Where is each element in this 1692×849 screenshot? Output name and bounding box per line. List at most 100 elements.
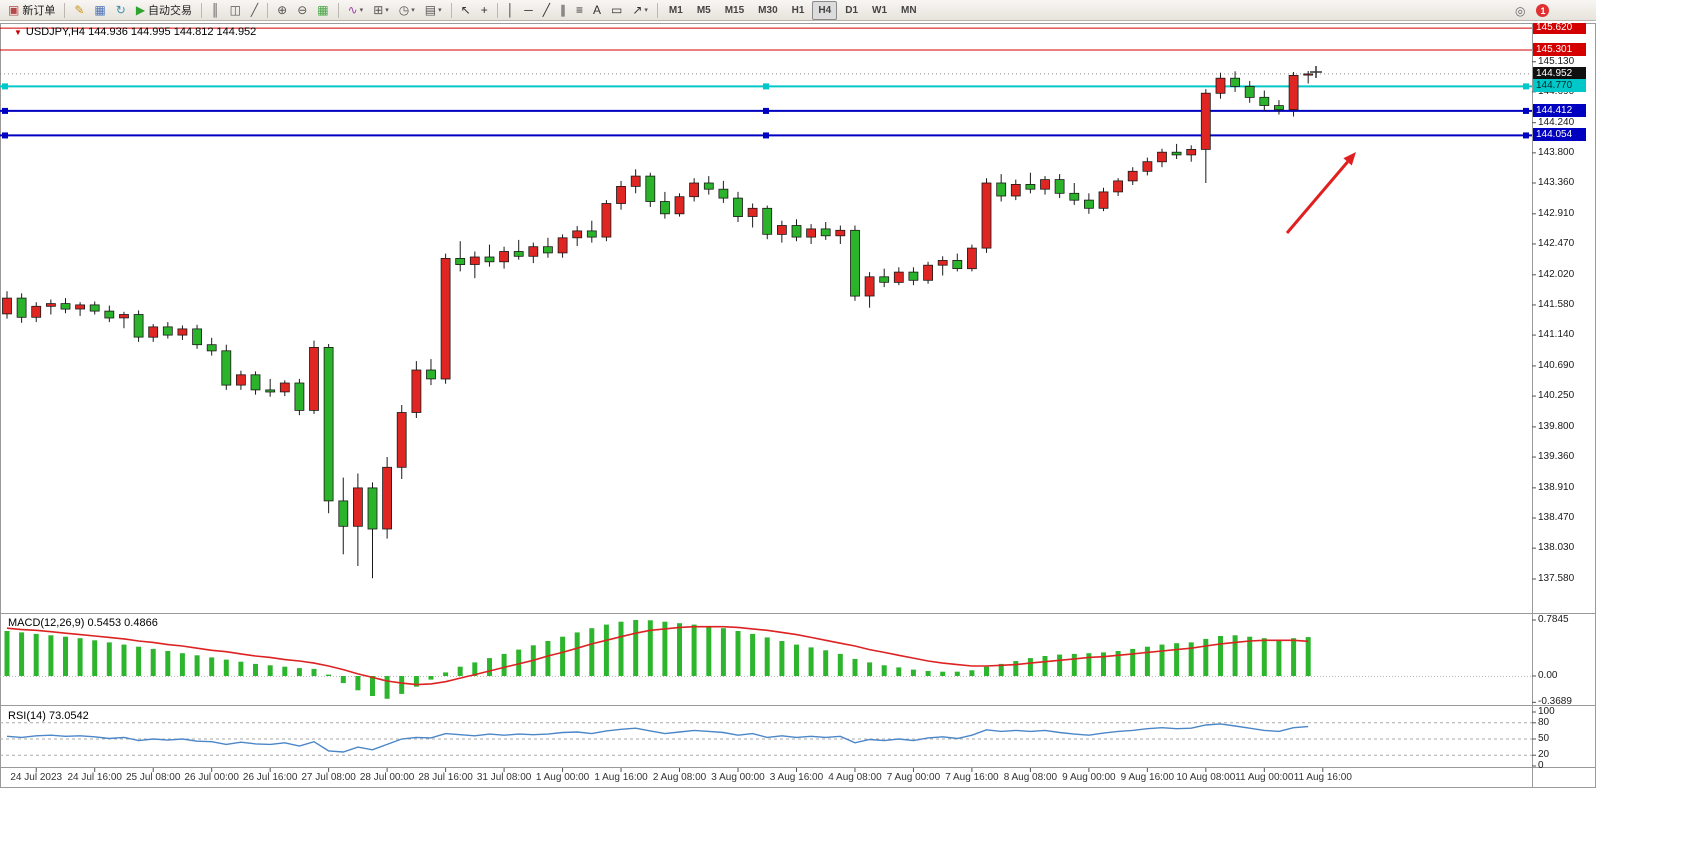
hline-handle[interactable] [1523,132,1529,139]
macd-bar [837,653,843,676]
timeframe-m1-button[interactable]: M1 [668,4,683,16]
macd-scale-label: 0.00 [1538,670,1558,681]
channel-button[interactable]: ∥ [556,1,570,20]
tile-windows-button[interactable]: ▦ [313,1,332,20]
autotrading-button[interactable]: ▶ 自动交易 [132,1,196,20]
timeframe-m30-button[interactable]: M30 [758,4,778,16]
hline-handle[interactable] [763,107,769,114]
notification-badge[interactable]: 1 [1536,4,1550,17]
cursor-icon: ↖ [460,3,471,17]
text-label-button[interactable]: ▭ [607,1,626,20]
rsi-label: RSI(14) 73.0542 [8,710,89,722]
time-label: 26 Jul 16:00 [242,772,298,783]
trendline-button[interactable]: ╱ [539,1,554,20]
timeframe-w1-button[interactable]: W1 [872,4,888,16]
autotrading-play-icon: ▶ [135,3,146,17]
candle-down [192,328,203,346]
candle-down [952,259,963,269]
time-label: 2 Aug 08:00 [652,772,707,783]
crosshair-button[interactable]: + [477,1,492,20]
hline-handle[interactable] [2,83,8,90]
candle-down [265,389,276,393]
indicators-button[interactable]: ∿ ▾ [344,1,368,20]
navigator-button[interactable]: ↻ [112,1,130,20]
search-button[interactable]: ◎ [1511,1,1529,20]
zoom-out-button[interactable]: ⊖ [293,1,311,20]
template-icon: ▤ [424,3,437,17]
hline-handle[interactable] [1523,83,1529,90]
time-axis: 24 Jul 2023 24 Jul 16:00 25 Jul 08:00 26 Ju… [0,769,1532,788]
macd-bar [487,658,492,676]
templates-button[interactable]: ▤ ▾ [421,1,446,20]
macd-bar [1261,638,1267,676]
candlesticks [2,71,1314,579]
hline-handle[interactable] [763,132,769,139]
candle-up [75,304,85,310]
fibonacci-icon: ≡ [575,3,583,17]
timeframe-mn-button[interactable]: MN [901,4,917,16]
macd-bar [1159,644,1165,676]
arrow-annotation-head[interactable] [1343,152,1356,166]
candle-down [1084,199,1094,209]
hline-handle[interactable] [2,107,8,114]
terminal-button[interactable]: ▦ [90,1,109,20]
bar-chart-button[interactable]: ║ [207,1,224,20]
candle-up [1157,151,1167,163]
zoom-in-button[interactable]: ⊕ [273,1,291,20]
vertical-line-icon: │ [506,3,515,17]
candle-up [440,257,451,380]
macd-bar [1086,653,1092,676]
text-button[interactable]: A [589,1,605,20]
toolbar-separator [267,2,269,18]
cursor-button[interactable]: ↖ [457,1,475,20]
timeframe-m15-button[interactable]: M15 [724,4,745,16]
macd-scale-label: 0.7845 [1538,613,1569,625]
candle-down [513,251,524,257]
candle-up [835,229,846,237]
macd-bar [194,655,200,676]
chart-title-text: USDJPY,H4 144.936 144.995 144.812 144.95… [25,26,257,38]
horizontal-line-button[interactable]: ─ [520,1,537,20]
trendline-icon: ╱ [542,3,550,17]
macd-bar [209,657,215,676]
add-indicator-button[interactable]: ⊞ ▾ [369,1,393,20]
hline-handle[interactable] [2,132,8,139]
macd-bar [311,668,317,676]
candle-up [1200,92,1211,150]
metaeditor-button[interactable]: ✎ [70,1,88,20]
timeframe-h1-button[interactable]: H1 [791,4,805,16]
candle-down [733,197,743,218]
dropdown-caret-icon: ▾ [438,7,442,14]
candle-up [279,382,290,393]
macd-bar [355,676,361,691]
candle-down [455,257,466,265]
time-label: 28 Jul 16:00 [418,772,473,783]
periods-button[interactable]: ◷ ▾ [395,1,419,20]
price-label: 142.910 [1538,207,1575,219]
timeframe-d1-button[interactable]: D1 [845,4,859,16]
arrow-annotation[interactable] [1285,160,1349,234]
macd-bar [998,663,1004,676]
chart-title: ▼ USDJPY,H4 144.936 144.995 144.812 144.9… [14,26,256,38]
candle-up [235,374,246,386]
candlestick-chart-button[interactable]: ◫ [226,1,245,20]
new-order-button[interactable]: ▣ 新订单 [4,1,59,20]
hline-handle[interactable] [763,83,769,90]
line-chart-button[interactable]: ╱ [247,1,262,20]
zoom-out-icon: ⊖ [297,3,308,17]
macd-bar [92,640,98,676]
toolbar-separator [64,2,66,18]
dropdown-caret-icon: ▾ [385,7,389,14]
macd-bar [1013,661,1019,676]
hline-handle[interactable] [1523,107,1529,114]
autotrading-button-label: 自动交易 [148,5,193,17]
candle-down [660,201,670,215]
arrows-button[interactable]: ↗ ▾ [628,1,652,20]
fibonacci-button[interactable]: ≡ [572,1,587,20]
timeframe-h4-button[interactable]: H4 [812,0,838,20]
time-label: 24 Jul 2023 [10,772,63,783]
candle-up [923,264,933,281]
macd-bar [4,631,10,676]
vertical-line-button[interactable]: │ [503,1,519,20]
timeframe-m5-button[interactable]: M5 [696,4,711,16]
